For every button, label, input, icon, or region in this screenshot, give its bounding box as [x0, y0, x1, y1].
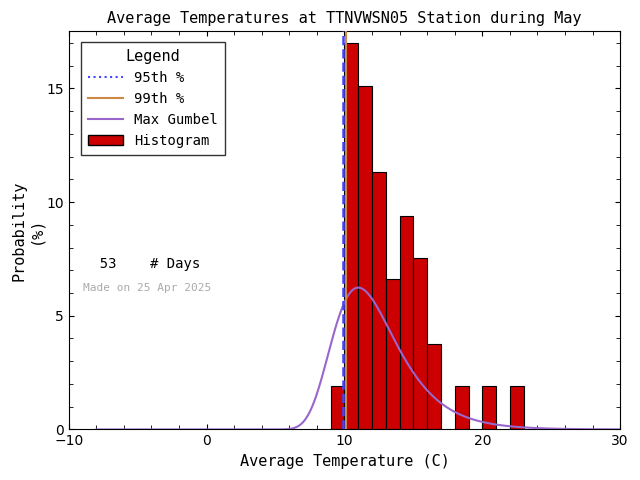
Bar — [483, 386, 496, 430]
Bar — [331, 386, 344, 430]
Bar — [455, 386, 468, 430]
Bar — [358, 86, 372, 430]
Bar — [399, 216, 413, 430]
Bar — [413, 258, 427, 430]
Title: Average Temperatures at TTNVWSN05 Station during May: Average Temperatures at TTNVWSN05 Statio… — [108, 11, 582, 26]
Text: 53    # Days: 53 # Days — [83, 257, 200, 271]
Bar — [427, 344, 441, 430]
Bar — [344, 43, 358, 430]
X-axis label: Average Temperature (C): Average Temperature (C) — [239, 454, 449, 469]
Bar — [386, 279, 399, 430]
Text: Made on 25 Apr 2025: Made on 25 Apr 2025 — [83, 283, 211, 293]
Y-axis label: Probability
(%): Probability (%) — [11, 180, 44, 281]
Legend: 95th %, 99th %, Max Gumbel, Histogram: 95th %, 99th %, Max Gumbel, Histogram — [81, 42, 225, 155]
Bar — [510, 386, 524, 430]
Bar — [372, 172, 386, 430]
